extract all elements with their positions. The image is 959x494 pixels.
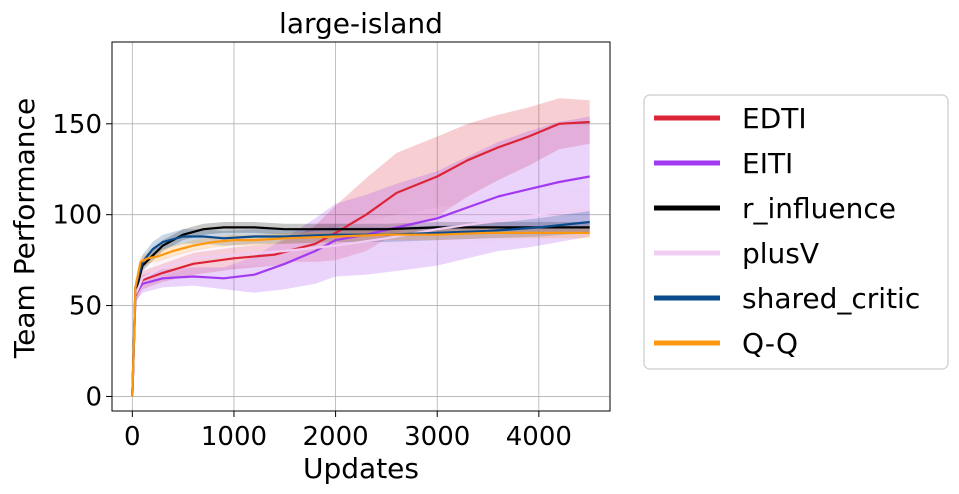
x-tick-label: 3000 (404, 422, 470, 452)
band-eiti (132, 116, 590, 397)
band-plusv (132, 187, 590, 397)
y-tick-label: 150 (52, 110, 102, 140)
y-tick-label: 0 (85, 382, 102, 412)
x-tick-label: 2000 (303, 422, 369, 452)
x-axis-label: Updates (303, 452, 419, 485)
legend: EDTI EITI r_influence plusV shared_critic Q-Q (643, 94, 949, 370)
legend-label-edti: EDTI (742, 102, 807, 135)
band-q-q (132, 227, 590, 397)
legend-label-eiti: EITI (742, 147, 793, 180)
series-line-edti (131, 120, 590, 397)
band-shared-critic (132, 211, 590, 397)
legend-label-q-q: Q-Q (742, 327, 798, 360)
series-lines (131, 120, 590, 397)
series-line-shared-critic (131, 220, 590, 397)
band-r-influence (132, 222, 590, 397)
series-line-plusv (131, 208, 590, 397)
x-tick-label: 4000 (506, 422, 572, 452)
series-line-r-influence (131, 226, 590, 397)
band-edti (132, 98, 590, 397)
legend-label-plusv: plusV (742, 237, 819, 270)
x-tick-label: 1000 (201, 422, 267, 452)
plot-frame (111, 41, 611, 412)
confidence-bands (132, 98, 590, 397)
series-line-eiti (131, 175, 590, 397)
y-tick-label: 100 (52, 201, 102, 231)
x-tick-label: 0 (124, 422, 141, 452)
legend-label-shared-critic: shared_critic (742, 282, 920, 315)
chart-title: large-island (279, 7, 443, 40)
legend-label-r-influence: r_influence (742, 192, 896, 225)
y-tick-label: 50 (69, 292, 102, 322)
y-axis-label: Team Performance (8, 98, 41, 359)
series-line-q-q (131, 231, 590, 397)
ticks: 0 1000 2000 3000 4000 0 50 100 150 (52, 110, 572, 452)
